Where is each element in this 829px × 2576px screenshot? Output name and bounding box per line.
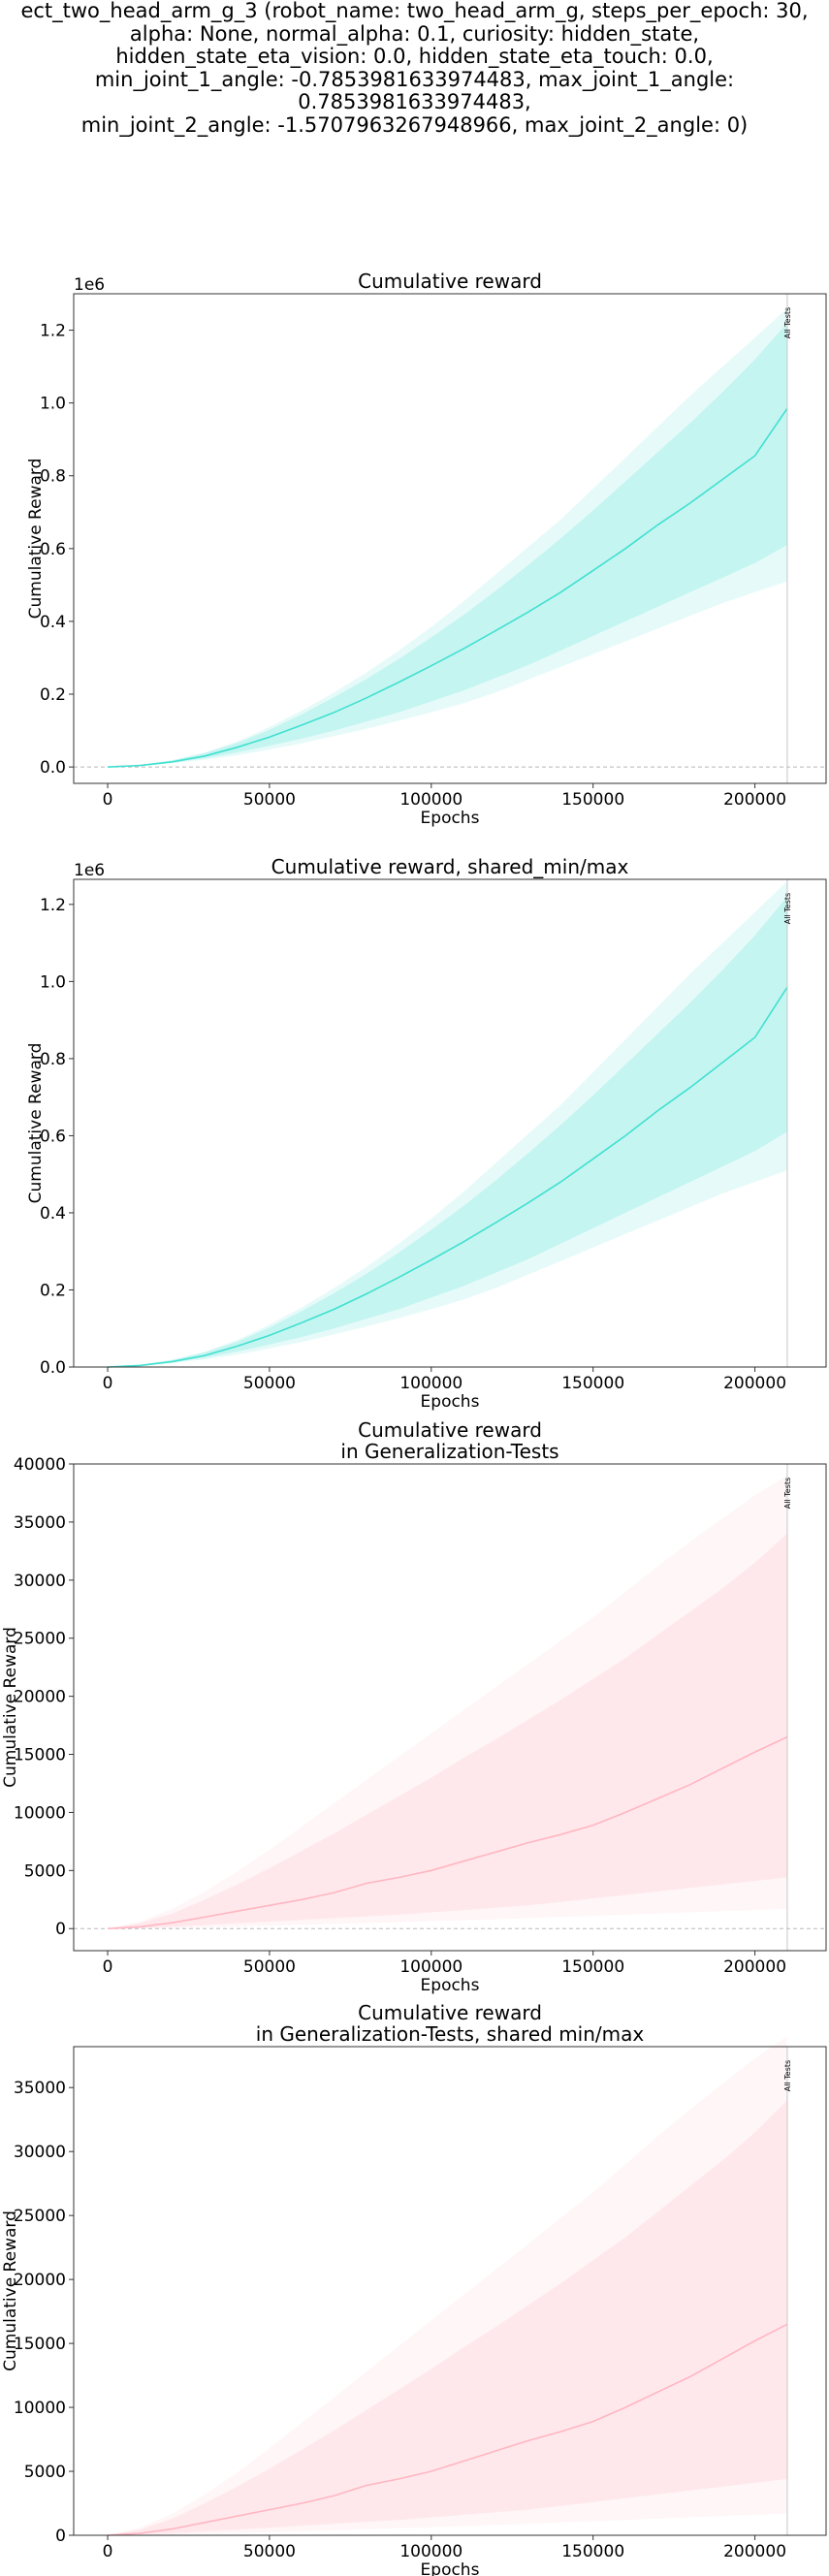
x-tick-label: 0: [103, 790, 113, 810]
y-tick-label: 20000: [14, 2271, 66, 2290]
y-tick-label: 5000: [24, 2463, 66, 2482]
x-tick-label: 100000: [399, 790, 462, 810]
x-tick-label: 100000: [399, 1374, 462, 1393]
y-tick-label: 0.0: [40, 1358, 66, 1378]
y-tick-label: 1.0: [40, 972, 66, 992]
series-mean-line: [107, 2323, 788, 2536]
y-tick-label: 5000: [24, 1861, 66, 1881]
y-tick-label: 30000: [14, 2143, 66, 2162]
x-axis-label: Epochs: [421, 1976, 480, 1995]
x-tick-label: 50000: [243, 790, 296, 810]
y-tick-label: 0.8: [40, 467, 66, 487]
x-tick-label: 150000: [561, 1374, 624, 1393]
series-band-inner: [108, 896, 787, 1367]
all-tests-label: All Tests: [783, 2060, 792, 2091]
chart-4: All Tests 0 50000 100000 150000 200000 0 5000 10…: [1, 2001, 827, 2576]
x-tick-label: 150000: [561, 1957, 624, 1977]
axes-frame: [73, 293, 827, 784]
series-mean-line: [107, 407, 788, 768]
x-axis-label: Epochs: [421, 1392, 480, 1412]
chart-title: Cumulative reward: [358, 1418, 542, 1442]
y-tick-label: 0.2: [40, 1281, 66, 1300]
x-tick-label: 0: [103, 1374, 113, 1393]
y-tick-label: 0.0: [40, 758, 66, 778]
all-tests-label: All Tests: [783, 893, 792, 924]
x-tick-label: 0: [103, 2542, 113, 2561]
y-tick-label: 0: [55, 2527, 66, 2546]
all-tests-label: All Tests: [783, 307, 792, 338]
chart-title: Cumulative reward: [358, 2001, 542, 2024]
y-axis-label: Cumulative Reward: [26, 459, 46, 620]
x-tick-label: 100000: [399, 2542, 462, 2561]
y-tick-label: 1.0: [40, 395, 66, 414]
x-tick-label: 0: [103, 1957, 113, 1977]
x-tick-label: 150000: [561, 790, 624, 810]
y-axis-label: Cumulative Reward: [26, 1043, 46, 1204]
axes-frame: [73, 878, 827, 1368]
y-tick-label: 0.4: [40, 1204, 66, 1224]
series-mean-line: [107, 1735, 788, 1929]
y-tick-label: 0.4: [40, 613, 66, 632]
series-mean-line: [107, 986, 788, 1368]
x-axis-label: Epochs: [421, 2560, 480, 2576]
y-tick-label: 25000: [14, 2207, 66, 2226]
x-tick-label: 200000: [723, 790, 786, 810]
y-tick-label: 1.2: [40, 322, 66, 341]
y-tick-label: 40000: [14, 1455, 66, 1475]
chart-3: All Tests 0 50000 100000 150000 200000 0 5000 10…: [1, 1418, 827, 1995]
x-tick-label: 100000: [399, 1957, 462, 1977]
axes-frame: [73, 1463, 827, 1952]
chart-title: Cumulative reward, shared_min/max: [271, 855, 629, 878]
chart-1: All Tests 0 50000 100000 150000 200000 0.0 0.2 0…: [26, 270, 827, 828]
series-band-inner: [108, 323, 787, 768]
x-axis-label: Epochs: [421, 809, 480, 828]
y-tick-label: 25000: [14, 1630, 66, 1649]
y-tick-label: 35000: [14, 1513, 66, 1533]
axes-frame: [73, 2046, 827, 2536]
y-tick-label: 0.2: [40, 685, 66, 705]
x-tick-label: 150000: [561, 2542, 624, 2561]
y-tick-label: 35000: [14, 2079, 66, 2098]
x-tick-label: 50000: [243, 1957, 296, 1977]
series-band-inner: [108, 2100, 787, 2535]
chart-title: in Generalization-Tests: [340, 1440, 558, 1463]
chart-title: in Generalization-Tests, shared min/max: [256, 2022, 645, 2046]
y-tick-label: 10000: [14, 2399, 66, 2418]
y-offset-label: 1e6: [74, 861, 105, 880]
series-band-outer: [108, 881, 787, 1367]
y-tick-label: 0.6: [40, 1127, 66, 1146]
y-tick-label: 30000: [14, 1572, 66, 1591]
chart-title: Cumulative reward: [358, 270, 542, 293]
chart-2: All Tests 0 50000 100000 150000 200000 0.0 0.2 0…: [26, 855, 827, 1412]
all-tests-label: All Tests: [783, 1478, 792, 1509]
y-tick-label: 0.8: [40, 1050, 66, 1069]
y-tick-label: 0: [55, 1920, 66, 1939]
x-tick-label: 200000: [723, 2542, 786, 2561]
y-tick-label: 1.2: [40, 896, 66, 915]
series-band-inner: [108, 1533, 787, 1929]
x-tick-label: 200000: [723, 1374, 786, 1393]
series-band-outer: [108, 308, 787, 768]
y-axis-label: Cumulative Reward: [1, 2210, 20, 2371]
figure-suptitle: ect_two_head_arm_g_3 (robot_name: two_he…: [20, 0, 809, 137]
y-offset-label: 1e6: [74, 275, 105, 295]
x-tick-label: 50000: [243, 2542, 296, 2561]
y-tick-label: 0.6: [40, 540, 66, 559]
x-tick-label: 50000: [243, 1374, 296, 1393]
y-tick-label: 15000: [14, 2335, 66, 2354]
y-tick-label: 15000: [14, 1746, 66, 1765]
x-tick-label: 200000: [723, 1957, 786, 1977]
y-tick-label: 10000: [14, 1803, 66, 1823]
y-axis-label: Cumulative Reward: [1, 1627, 20, 1788]
y-tick-label: 20000: [14, 1688, 66, 1707]
